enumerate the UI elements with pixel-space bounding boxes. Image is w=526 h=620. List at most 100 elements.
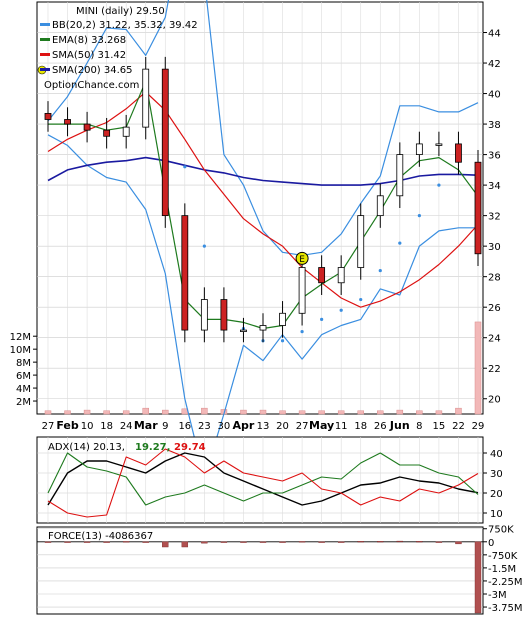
force-bar: [220, 541, 228, 543]
candle-down: [44, 112, 52, 120]
minus-di-line: [47, 448, 479, 518]
candle-up: [396, 154, 404, 197]
volume-bar: [298, 410, 306, 415]
sma50-line: [47, 91, 479, 308]
adx-grid: [37, 437, 483, 523]
adx-line: [47, 452, 479, 506]
sar-dot: [320, 317, 324, 321]
x-tick-label: 16: [178, 421, 191, 432]
force-bar: [396, 540, 404, 543]
sar-dot: [300, 330, 304, 334]
candle-up: [279, 312, 286, 326]
candle-down: [318, 267, 326, 284]
force-tick-label: 0: [488, 538, 494, 549]
force-bar: [416, 541, 423, 543]
volume-bar: [83, 409, 91, 415]
x-tick-label: 23: [198, 421, 211, 432]
legend-label-bb: BB(20,2) 31.22, 35.32, 39.42: [52, 20, 198, 31]
bb-lower-line: [47, 134, 478, 479]
price-tick-label: 32: [488, 212, 501, 223]
volume-tick-label: 12M: [10, 332, 31, 343]
sar-dot: [339, 308, 343, 312]
volume-tick-label: 6M: [16, 371, 31, 382]
sar-dot: [183, 165, 187, 169]
volume-bar: [142, 407, 149, 415]
force-bar: [455, 541, 462, 545]
volume-tick-label: 10M: [10, 345, 31, 356]
adx-tick-label: 40: [490, 449, 503, 460]
volume-bar: [201, 407, 208, 415]
candle-up: [240, 329, 247, 332]
legend-label-sma50: SMA(50) 31.42: [52, 50, 126, 61]
volume-bar: [259, 409, 267, 415]
force-tick-label: -1.5M: [488, 564, 516, 575]
candle-up: [376, 195, 384, 217]
candle-down: [64, 119, 71, 125]
x-tick-label: 24: [120, 421, 133, 432]
price-series: E: [44, 0, 482, 479]
event-marker-label: E: [299, 255, 305, 265]
volume-bar: [279, 410, 286, 415]
candle-up: [200, 299, 208, 331]
candle-down: [455, 143, 462, 163]
force-bar: [259, 541, 267, 543]
price-tick-label: 20: [488, 395, 501, 406]
force-bar: [279, 541, 286, 543]
price-tick-label: 42: [488, 59, 501, 70]
sar-dot: [378, 268, 382, 273]
volume-y-axis: 2M 4M 6M 8M 10M 12M: [10, 332, 37, 408]
volume-bar: [318, 410, 325, 415]
adx-panel-frame: [36, 436, 484, 524]
price-legend: MINI (daily) 29.50 BB(20,2) 31.22, 35.32…: [37, 6, 198, 91]
x-tick-label: 29: [472, 421, 485, 432]
volume-tick-label: 2M: [16, 397, 31, 408]
price-tick-label: 22: [488, 364, 501, 375]
adx-tick-label: 30: [490, 469, 503, 480]
force-bar: [298, 541, 306, 543]
sar-dot: [202, 244, 206, 248]
x-tick-label: 10: [81, 421, 94, 432]
candle-down: [83, 123, 91, 131]
price-panel-frame: [36, 1, 484, 415]
volume-bar: [455, 407, 462, 415]
volume-bar: [337, 410, 345, 415]
candle-down: [474, 161, 482, 255]
sma200-line: [47, 156, 479, 186]
force-bar: [240, 541, 247, 543]
force-bar: [474, 541, 482, 614]
force-bar: [83, 541, 91, 543]
sar-dot: [398, 241, 402, 245]
force-tick-label: -3M: [488, 590, 507, 601]
force-bar: [435, 541, 443, 543]
volume-bar: [396, 409, 404, 415]
x-tick-label: 27: [42, 421, 55, 432]
price-grid: [37, 2, 483, 414]
adx-legend: ADX(14) 20.13, 19.27, 29.74: [48, 442, 206, 453]
legend-swatch-ema8: [40, 38, 50, 41]
candle-down: [161, 68, 169, 217]
candle-down: [181, 215, 189, 331]
price-tick-label: 26: [488, 303, 501, 314]
candle-down: [220, 299, 228, 331]
x-tick-label: 26: [374, 421, 387, 432]
force-y-axis: 750K 0 -750K -1.5M -2.25M -3M -3.75M: [483, 525, 523, 614]
x-tick-label: 22: [452, 421, 465, 432]
candle-up: [142, 68, 150, 128]
volume-tick-label: 8M: [16, 358, 31, 369]
volume-bar: [416, 410, 423, 415]
force-tick-label: -3.75M: [488, 603, 523, 614]
candle-up: [357, 215, 365, 268]
candle-down: [103, 129, 111, 137]
price-tick-label: 34: [488, 181, 501, 192]
force-title: FORCE(13) -4086367: [48, 531, 153, 542]
force-bar: [318, 541, 325, 543]
x-tick-label: 27: [296, 421, 309, 432]
force-bar: [44, 541, 52, 543]
price-tick-label: 44: [488, 29, 501, 40]
force-bar: [122, 541, 130, 543]
legend-label-ema8: EMA(8) 33.268: [52, 35, 126, 46]
price-tick-label: 40: [488, 90, 501, 101]
candle-up: [337, 267, 345, 284]
